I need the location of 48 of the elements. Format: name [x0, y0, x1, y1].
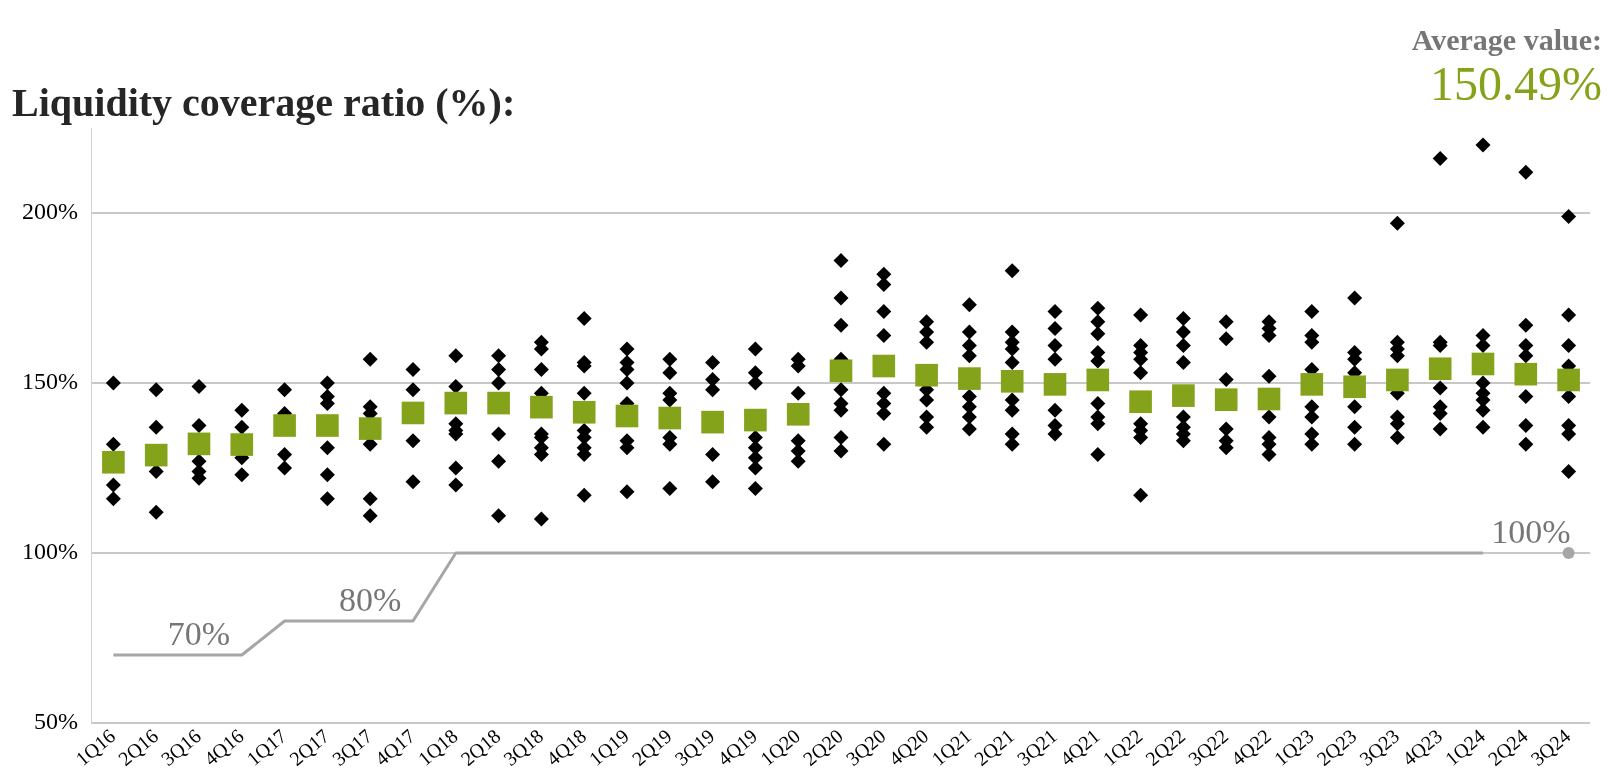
point	[316, 414, 339, 437]
point	[1086, 368, 1110, 392]
point	[1172, 384, 1195, 407]
point	[230, 433, 254, 456]
text: Average value:	[1411, 23, 1602, 56]
point	[358, 417, 382, 440]
point	[572, 400, 596, 424]
point	[872, 354, 896, 378]
point	[102, 450, 125, 474]
point	[1514, 362, 1538, 386]
point	[401, 401, 425, 425]
point	[1343, 375, 1366, 399]
y-tick-label: 50%	[33, 708, 78, 735]
x-tick-label: 4Q21	[1055, 724, 1104, 770]
point	[444, 391, 468, 415]
point	[144, 443, 168, 467]
x-tick-label: 4Q20	[884, 724, 933, 770]
point	[487, 391, 510, 415]
text: 150.49%	[1430, 57, 1602, 110]
annotation: 100%	[1491, 513, 1571, 551]
point	[701, 410, 724, 434]
point	[915, 363, 938, 387]
point	[1257, 387, 1281, 411]
point	[1129, 390, 1152, 414]
point	[273, 414, 296, 437]
y-tick-label: 100%	[21, 538, 78, 565]
y-tick-label: 150%	[21, 368, 78, 395]
point	[530, 395, 553, 419]
point	[1300, 373, 1324, 396]
point	[187, 432, 211, 456]
annotation: 80%	[339, 581, 402, 619]
point	[1043, 373, 1067, 396]
point	[1000, 370, 1024, 393]
point	[1386, 368, 1409, 392]
x-tick-label: 4Q19	[713, 724, 762, 770]
point	[1428, 357, 1452, 381]
y-tick-label: 200%	[21, 198, 78, 225]
point	[658, 406, 682, 430]
point	[615, 404, 639, 428]
point	[1557, 368, 1580, 392]
point	[958, 367, 981, 390]
point	[1214, 388, 1238, 411]
point	[744, 408, 767, 432]
chart-title: Liquidity coverage ratio (%):	[12, 80, 516, 125]
point	[829, 359, 853, 383]
annotation: 70%	[167, 615, 231, 653]
point	[1471, 352, 1495, 376]
point	[786, 402, 810, 426]
